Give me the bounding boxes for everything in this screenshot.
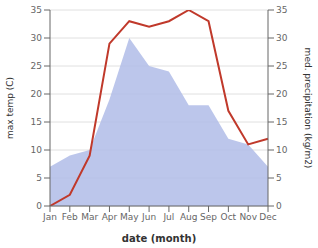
svg-text:May: May — [120, 212, 139, 222]
svg-text:15: 15 — [31, 117, 42, 127]
svg-text:date (month): date (month) — [122, 233, 196, 244]
svg-text:Sep: Sep — [200, 212, 217, 222]
svg-text:Jun: Jun — [141, 212, 156, 222]
svg-text:30: 30 — [276, 33, 288, 43]
svg-text:max temp (C): max temp (C) — [8, 77, 15, 139]
svg-text:30: 30 — [31, 33, 43, 43]
svg-text:Apr: Apr — [102, 212, 118, 222]
svg-text:10: 10 — [276, 145, 288, 155]
svg-text:25: 25 — [31, 61, 42, 71]
svg-text:10: 10 — [31, 145, 43, 155]
svg-text:35: 35 — [31, 5, 42, 15]
svg-text:Aug: Aug — [180, 212, 198, 222]
svg-text:20: 20 — [276, 89, 288, 99]
svg-text:15: 15 — [276, 117, 287, 127]
svg-text:35: 35 — [276, 5, 287, 15]
svg-text:5: 5 — [276, 173, 282, 183]
svg-text:med. precipitation (kg/m2): med. precipitation (kg/m2) — [303, 48, 310, 169]
svg-text:Dec: Dec — [259, 212, 276, 222]
svg-text:25: 25 — [276, 61, 287, 71]
svg-text:Oct: Oct — [221, 212, 237, 222]
svg-text:Jul: Jul — [162, 212, 174, 222]
svg-text:Nov: Nov — [239, 212, 257, 222]
svg-text:Jan: Jan — [42, 212, 57, 222]
svg-text:5: 5 — [36, 173, 42, 183]
svg-text:0: 0 — [276, 201, 282, 211]
svg-text:20: 20 — [31, 89, 43, 99]
svg-text:0: 0 — [36, 201, 42, 211]
svg-text:Mar: Mar — [81, 212, 98, 222]
svg-text:Feb: Feb — [62, 212, 78, 222]
